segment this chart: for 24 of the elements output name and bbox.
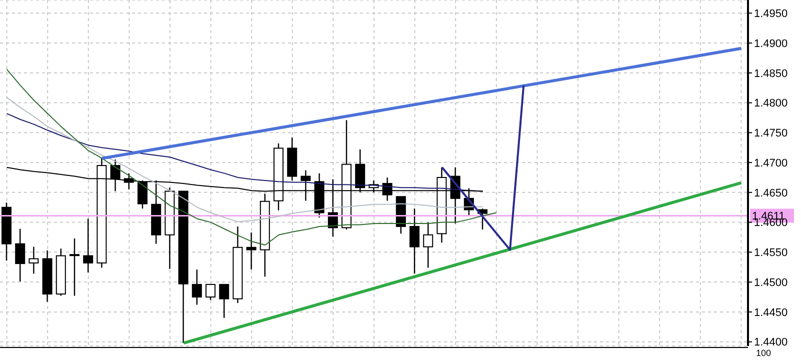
y-tick-label: 1.4700 bbox=[754, 157, 788, 170]
candlestick bbox=[192, 268, 202, 306]
y-tick-label: 1.4750 bbox=[754, 128, 788, 140]
candlestick bbox=[206, 284, 216, 301]
y-tick-label: 1.4800 bbox=[754, 98, 788, 110]
candlestick bbox=[410, 208, 420, 274]
line-series bbox=[6, 68, 497, 246]
y-tick-label: 1.4950 bbox=[754, 8, 788, 20]
y-tick-label: 1.4400 bbox=[754, 336, 788, 349]
y-tick-label: 1.4900 bbox=[754, 38, 788, 50]
candlestick bbox=[70, 238, 80, 296]
candlestick bbox=[246, 232, 256, 270]
line-series bbox=[6, 96, 484, 222]
text: 100 bbox=[756, 348, 772, 358]
candlestick bbox=[15, 228, 26, 282]
candlestick bbox=[83, 218, 94, 274]
y-tick-label: 1.4550 bbox=[754, 247, 788, 260]
y-tick-label: 1.4850 bbox=[754, 68, 788, 80]
candlestick bbox=[28, 246, 39, 274]
candlestick bbox=[219, 284, 230, 319]
y-tick-label: 1.4650 bbox=[754, 187, 788, 200]
y-tick-label: 1.4450 bbox=[754, 306, 788, 319]
candlestick bbox=[423, 222, 434, 268]
y-tick-label: 1.4500 bbox=[754, 276, 788, 289]
